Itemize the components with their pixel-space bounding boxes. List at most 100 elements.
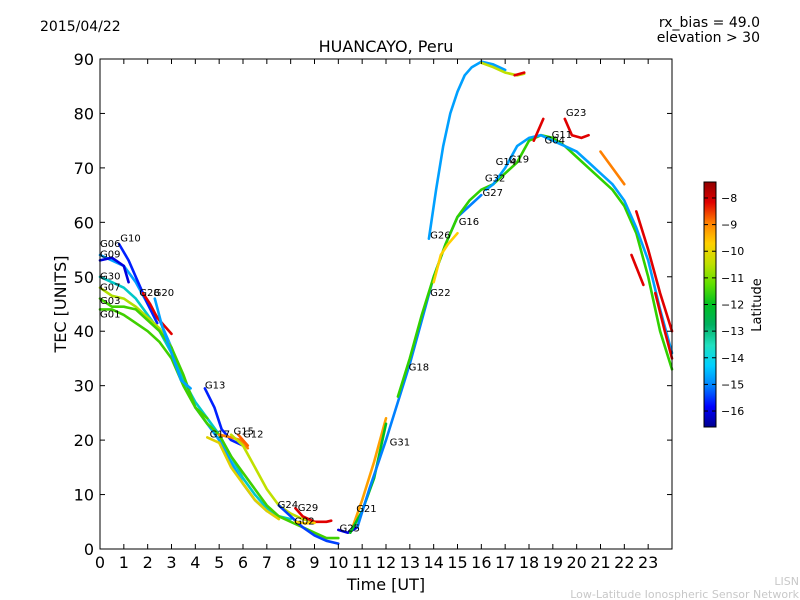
- series-layer: [98, 60, 674, 545]
- satellite-label: G07: [100, 282, 120, 293]
- x-tick-label: 15: [447, 553, 467, 572]
- satellite-label: G12: [243, 429, 263, 440]
- series-line-g12: [236, 433, 250, 447]
- colorbar-tick-label: −11: [721, 272, 744, 285]
- y-tick-label: 10: [74, 486, 94, 505]
- colorbar-tick-label: −10: [721, 245, 744, 258]
- y-axis-label: TEC [UNITS]: [51, 256, 70, 354]
- chart-title: HUANCAYO, Peru: [319, 37, 454, 56]
- satellite-label: G20: [154, 288, 174, 299]
- satellite-label: G03: [100, 296, 120, 307]
- y-tick-label: 90: [74, 50, 94, 69]
- x-tick-label: 8: [286, 553, 296, 572]
- satellite-label: G01: [100, 310, 120, 321]
- y-tick-label: 20: [74, 431, 94, 450]
- satellite-label: G25: [340, 524, 360, 535]
- y-tick-label: 80: [74, 104, 94, 123]
- satellite-label: G06: [100, 239, 120, 250]
- colorbar: −8 −9 −10 −11 −12 −13 −14 −15 −16 Latitude: [703, 181, 765, 428]
- y-tick-label: 0: [84, 540, 94, 559]
- satellite-label: G22: [430, 288, 450, 299]
- rx-bias-label: rx_bias = 49.0: [659, 15, 760, 31]
- x-tick-label: 1: [119, 553, 129, 572]
- satellite-label: G21: [356, 504, 376, 515]
- y-axis: 0 10 20 30 40 50 60 70 80 90: [74, 50, 672, 559]
- series-line-g11: [532, 117, 545, 142]
- credit-lisn: LISN: [774, 575, 799, 588]
- satellite-label: G28: [139, 288, 159, 299]
- satellite-label: G02: [294, 517, 314, 528]
- x-tick-label: 18: [519, 553, 539, 572]
- colorbar-gradient: [704, 182, 716, 427]
- satellite-label: G29: [298, 503, 318, 514]
- series-line-g07: [98, 286, 173, 349]
- x-tick-label: 9: [309, 553, 319, 572]
- x-tick-label: 7: [262, 553, 272, 572]
- plot-area: [100, 59, 672, 549]
- x-tick-label: 3: [166, 553, 176, 572]
- y-tick-label: 70: [74, 159, 94, 178]
- satellite-label: G19: [509, 154, 529, 165]
- satellite-label: G24: [278, 500, 298, 511]
- colorbar-tick-label: −15: [721, 378, 744, 391]
- satellite-label: G15: [234, 427, 254, 438]
- series-line-g19: [484, 133, 674, 355]
- series-line-g03: [98, 297, 209, 420]
- x-tick-label: 19: [543, 553, 563, 572]
- satellite-label: G16: [459, 217, 479, 228]
- satellite-label: G31: [390, 438, 410, 449]
- colorbar-tick-label: −12: [721, 299, 744, 312]
- x-tick-label: 11: [352, 553, 372, 572]
- x-tick-label: 12: [376, 553, 396, 572]
- colorbar-tick-label: −8: [721, 192, 737, 205]
- x-tick-label: 0: [95, 553, 105, 572]
- series-line-g14: [229, 433, 316, 524]
- series-line-g33: [653, 291, 674, 360]
- series-line-g21: [351, 416, 388, 529]
- x-tick-label: 13: [400, 553, 420, 572]
- credit-network: Low-Latitude Ionospheric Sensor Network: [570, 588, 799, 600]
- satellite-label: G13: [205, 380, 225, 391]
- series-line-g20: [153, 297, 192, 390]
- x-tick-label: 20: [566, 553, 586, 572]
- series-line-g17: [206, 436, 281, 521]
- x-tick-label: 22: [614, 553, 634, 572]
- series-line-g02: [294, 520, 316, 525]
- series-line-g30: [98, 275, 293, 521]
- y-tick-label: 50: [74, 268, 94, 287]
- x-tick-label: 2: [143, 553, 153, 572]
- satellite-label: G32: [485, 174, 505, 185]
- satellite-label: G30: [100, 272, 120, 283]
- y-tick-label: 40: [74, 322, 94, 341]
- y-tick-label: 60: [74, 213, 94, 232]
- series-line-g10: [117, 242, 159, 325]
- x-tick-label: 16: [471, 553, 491, 572]
- series-line-g32: [513, 71, 526, 77]
- series-line-g23: [563, 117, 590, 140]
- date-label: 2015/04/22: [40, 19, 121, 35]
- series-line-g13: [203, 387, 245, 447]
- colorbar-tick-label: −16: [721, 405, 744, 418]
- x-tick-label: 10: [328, 553, 348, 572]
- series-line-g24: [277, 504, 340, 545]
- x-tick-label: 6: [238, 553, 248, 572]
- satellite-label: G27: [483, 188, 503, 199]
- satellite-label: G09: [100, 250, 120, 261]
- series-line-g09: [98, 256, 130, 284]
- series-line-g25: [336, 525, 359, 535]
- series-line-g16: [432, 231, 459, 284]
- series-line-g05: [599, 150, 626, 186]
- x-axis: 0 1 2 3 4 5 6 7 8 9 10 11 12 13 14 15 16 17 18 19 20 21 22 23: [95, 59, 658, 572]
- colorbar-ticks: −8 −9 −10 −11 −12 −13 −14 −15 −16: [704, 192, 744, 418]
- x-tick-label: 14: [423, 553, 443, 572]
- satellite-label: G14: [496, 157, 516, 168]
- colorbar-label: Latitude: [750, 278, 765, 332]
- satellite-label: G11: [552, 130, 572, 141]
- x-tick-label: 23: [638, 553, 658, 572]
- y-tick-label: 30: [74, 377, 94, 396]
- satellite-label: G10: [120, 233, 140, 244]
- x-tick-label: 21: [590, 553, 610, 572]
- satellite-label: G17: [210, 429, 230, 440]
